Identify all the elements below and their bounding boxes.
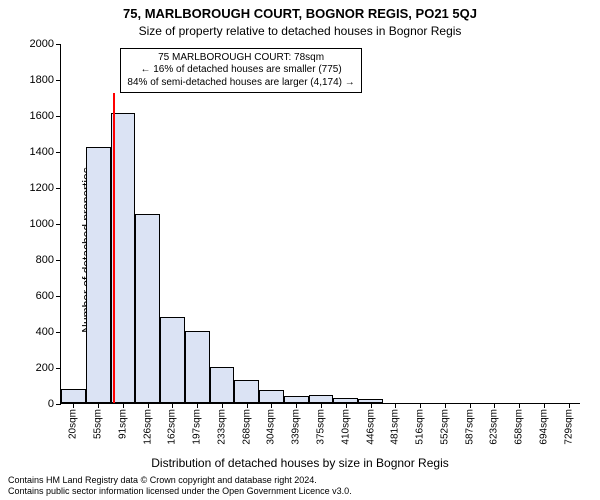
histogram-bar [160,317,185,403]
footer-attribution: Contains HM Land Registry data © Crown c… [8,475,352,497]
ytick [56,224,61,225]
histogram-bar [210,367,235,403]
xtick-label: 20sqm [68,409,79,439]
xtick [544,403,545,408]
annotation-line1: 75 MARLBOROUGH COURT: 78sqm [127,52,354,65]
xtick [247,403,248,408]
xtick-label: 162sqm [167,409,178,445]
xtick-label: 375sqm [316,409,327,445]
xtick-label: 55sqm [93,409,104,439]
xtick-label: 304sqm [266,409,277,445]
ytick-label: 0 [48,398,54,410]
xtick [569,403,570,408]
ytick [56,368,61,369]
ytick [56,260,61,261]
histogram-bar [135,214,160,403]
property-marker-line [113,93,115,403]
ytick [56,404,61,405]
xtick [123,403,124,408]
xtick [445,403,446,408]
ytick-label: 800 [36,254,54,266]
xtick-label: 268sqm [241,409,252,445]
xtick [420,403,421,408]
histogram-bar [61,389,86,403]
plot-area: 020040060080010001200140016001800200020s… [60,44,580,404]
xtick-label: 197sqm [192,409,203,445]
annotation-line2: ← 16% of detached houses are smaller (77… [127,64,354,77]
xtick [395,403,396,408]
xtick-label: 516sqm [415,409,426,445]
xtick-label: 339sqm [291,409,302,445]
xtick [346,403,347,408]
histogram-bar [284,396,309,403]
histogram-bar [358,399,383,404]
footer-line2: Contains public sector information licen… [8,486,352,497]
xtick-label: 91sqm [117,409,128,439]
histogram-bar [259,390,284,403]
ytick-label: 1600 [30,110,54,122]
ytick-label: 1400 [30,146,54,158]
footer-line1: Contains HM Land Registry data © Crown c… [8,475,352,486]
xtick-label: 729sqm [563,409,574,445]
xtick [494,403,495,408]
ytick-label: 1200 [30,182,54,194]
xtick [73,403,74,408]
xtick [321,403,322,408]
xtick [519,403,520,408]
xtick-label: 481sqm [390,409,401,445]
xtick-label: 623sqm [489,409,500,445]
xtick [197,403,198,408]
xtick-label: 587sqm [464,409,475,445]
xtick [148,403,149,408]
xtick [371,403,372,408]
annotation-line3: 84% of semi-detached houses are larger (… [127,77,354,90]
ytick-label: 400 [36,326,54,338]
xtick-label: 233sqm [216,409,227,445]
xtick-label: 658sqm [514,409,525,445]
xtick [470,403,471,408]
ytick-label: 1800 [30,74,54,86]
ytick-label: 2000 [30,38,54,50]
histogram-bar [86,147,111,403]
ytick-label: 200 [36,362,54,374]
ytick [56,116,61,117]
ytick [56,188,61,189]
annotation-box: 75 MARLBOROUGH COURT: 78sqm← 16% of deta… [120,48,361,94]
x-axis-label: Distribution of detached houses by size … [0,456,600,470]
histogram-bar [333,398,358,403]
xtick [296,403,297,408]
histogram-bar [185,331,210,403]
chart-subtitle: Size of property relative to detached ho… [0,24,600,38]
histogram-bar [309,395,334,403]
xtick-label: 410sqm [340,409,351,445]
xtick-label: 446sqm [365,409,376,445]
ytick [56,296,61,297]
xtick [172,403,173,408]
chart-title: 75, MARLBOROUGH COURT, BOGNOR REGIS, PO2… [0,6,600,21]
ytick [56,152,61,153]
ytick [56,44,61,45]
ytick-label: 1000 [30,218,54,230]
histogram-bar [234,380,259,403]
xtick-label: 126sqm [142,409,153,445]
xtick-label: 694sqm [538,409,549,445]
ytick [56,80,61,81]
xtick [271,403,272,408]
ytick [56,332,61,333]
ytick-label: 600 [36,290,54,302]
xtick [98,403,99,408]
xtick [222,403,223,408]
xtick-label: 552sqm [439,409,450,445]
